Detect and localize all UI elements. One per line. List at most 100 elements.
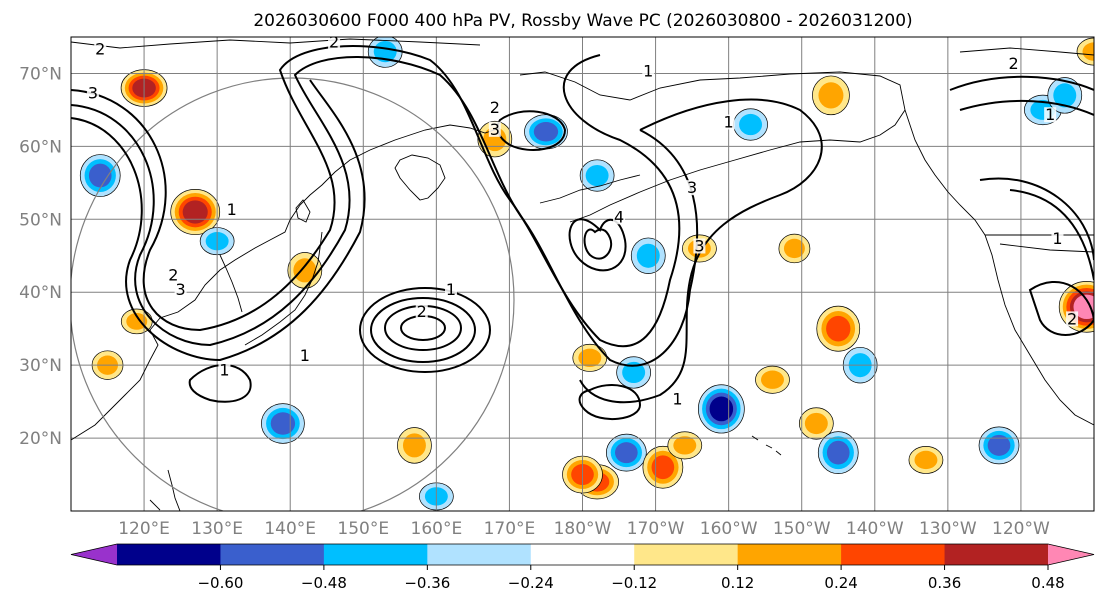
- pv-label-backdrop: [1044, 107, 1057, 123]
- pc-anomaly-level: [804, 412, 828, 435]
- pv-label-backdrop: [444, 282, 457, 298]
- pv-label-backdrop: [686, 180, 699, 196]
- pv-contour-label: 4: [614, 207, 624, 226]
- pv-contour-label: 3: [694, 236, 704, 255]
- pc-anomaly: [697, 384, 745, 434]
- colorbar-tick-label: −0.60: [197, 574, 243, 592]
- lon-label: 150°W: [773, 519, 831, 539]
- pc-anomaly-level: [373, 40, 397, 63]
- lat-label: 30°N: [19, 356, 62, 376]
- colorbar-extend-max: [1048, 544, 1094, 565]
- pv-label-backdrop: [693, 238, 706, 254]
- pv-contour-label: 1: [1052, 229, 1062, 248]
- colorbar-tick-label: −0.24: [508, 574, 554, 592]
- pc-anomaly: [978, 426, 1020, 465]
- lat-label: 40°N: [19, 283, 62, 303]
- pc-anomaly: [524, 114, 568, 150]
- pv-label-backdrop: [298, 347, 311, 363]
- colorbar-segment: [737, 544, 842, 565]
- pc-anomaly: [605, 433, 647, 472]
- pv-contour-trough-west-3: [71, 79, 366, 362]
- pv-contour-label: 3: [176, 280, 186, 299]
- pc-anomaly-level: [914, 450, 938, 470]
- colorbar: −0.60 −0.48 −0.36 −0.24 −0.12 0.12 0.24 0.36 0.4…: [70, 543, 1095, 592]
- lon-label: 130°E: [191, 519, 243, 539]
- pv-label-backdrop: [94, 41, 107, 57]
- pc-anomaly-level: [293, 258, 317, 283]
- lon-label: 160°E: [411, 519, 463, 539]
- lon-label: 150°E: [337, 519, 389, 539]
- pc-anomaly: [572, 343, 608, 372]
- pc-anomaly: [630, 237, 666, 274]
- pv-label-backdrop: [1007, 56, 1020, 72]
- pc-anomaly: [579, 159, 615, 192]
- pv-contour-label: 2: [168, 266, 178, 285]
- pv-label-backdrop: [328, 37, 341, 50]
- colorbar-tick-label: −0.48: [301, 574, 347, 592]
- lat-label: 20°N: [19, 429, 62, 449]
- pc-anomaly-level: [270, 412, 296, 435]
- pc-anomaly: [170, 189, 221, 236]
- pv-label-backdrop: [86, 85, 99, 101]
- colorbar-segment: [530, 544, 635, 565]
- pv-contour-label: 2: [417, 302, 427, 321]
- pv-contour-label: 1: [724, 113, 734, 132]
- pv-contour-cutoff-2: [370, 297, 476, 363]
- pv-contour-label: 1: [300, 346, 310, 365]
- colorbar-tick-label: 0.36: [928, 574, 961, 592]
- colorbar-outline: [70, 543, 1095, 566]
- pc-anomaly: [778, 233, 811, 264]
- pc-anomaly: [1076, 37, 1094, 66]
- arctic-coastline: [71, 38, 1094, 56]
- pc-anomaly-level: [182, 200, 208, 224]
- pv-contour-label: 2: [490, 98, 500, 117]
- pc-anomaly-level: [673, 436, 697, 455]
- pc-anomaly-level: [818, 82, 844, 109]
- pv-contour-label: 3: [88, 83, 98, 102]
- pc-anomaly-level: [578, 348, 602, 368]
- pv-contour-label: 1: [672, 390, 682, 409]
- pv-contour-south-loop: [578, 384, 642, 421]
- lon-label: 160°W: [700, 519, 758, 539]
- pc-anomaly-level: [761, 370, 784, 389]
- pv-label-backdrop: [167, 267, 180, 283]
- aleutian-coastline: [539, 174, 641, 204]
- pv-contour-label: 1: [446, 280, 456, 299]
- pv-contour-arctic-east: [949, 75, 1094, 116]
- pc-anomaly-level: [1073, 294, 1094, 320]
- pv-contours: [71, 45, 1094, 421]
- colorbar-segment: [220, 544, 325, 565]
- pv-label-backdrop: [642, 63, 655, 79]
- alaska-coastline: [519, 71, 906, 223]
- pv-label-backdrop: [613, 209, 626, 225]
- pc-anomaly-level: [622, 361, 646, 384]
- pc-anomaly-level: [651, 455, 675, 480]
- colorbar-tick-label: 0.24: [824, 574, 857, 592]
- pc-anomaly-level: [88, 163, 112, 188]
- asia-coastline: [71, 124, 501, 441]
- lon-label: 170°E: [484, 519, 536, 539]
- colorbar-segment: [841, 544, 946, 565]
- pc-anomaly-level: [533, 122, 559, 142]
- pc-anomaly-level: [615, 442, 638, 464]
- north-america-coastline: [904, 109, 1094, 426]
- colorbar-tick-label: 0.12: [721, 574, 754, 592]
- colorbar-tick-label: 0.48: [1031, 574, 1064, 592]
- pc-anomaly-level: [1053, 83, 1077, 108]
- pv-label-backdrop: [225, 202, 238, 218]
- pv-label-backdrop: [488, 99, 501, 115]
- pc-anomaly: [798, 407, 834, 440]
- colorbar-segment: [634, 544, 739, 565]
- pc-anomaly-level: [826, 315, 851, 342]
- pv-contour-east-ridge-1: [579, 98, 823, 404]
- korea-coastline: [219, 254, 243, 313]
- colorbar-tick-label: −0.12: [611, 574, 657, 592]
- lon-label: 140°E: [264, 519, 316, 539]
- pc-anomaly: [397, 427, 432, 464]
- pv-label-backdrop: [722, 114, 735, 130]
- pv-contour-label: 2: [95, 40, 105, 59]
- figure-title: 2026030600 F000 400 hPa PV, Rossby Wave …: [253, 11, 912, 31]
- colorbar-tick-label: −0.36: [404, 574, 450, 592]
- pc-anomaly: [79, 154, 121, 197]
